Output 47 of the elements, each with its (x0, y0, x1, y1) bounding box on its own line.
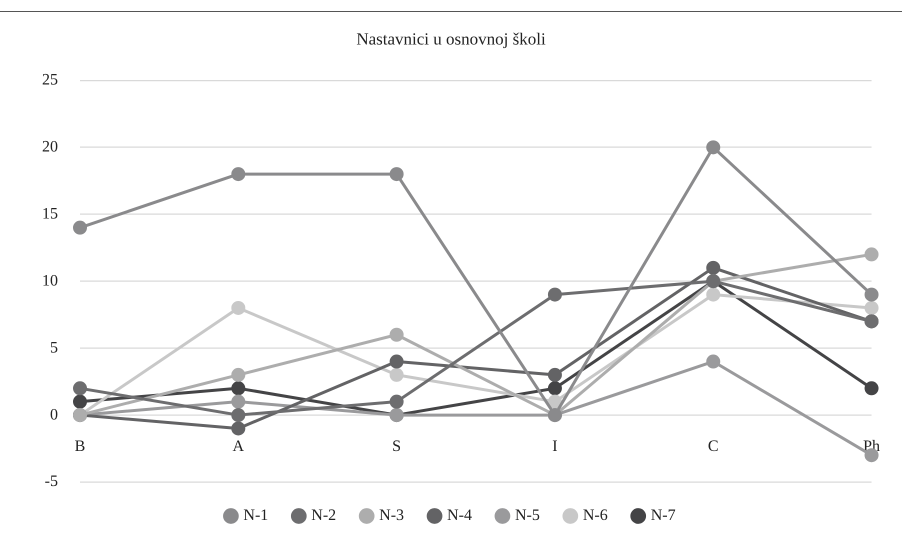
y-tick-label: -5 (44, 473, 58, 490)
x-tick-label: C (708, 438, 719, 455)
legend-label: N-2 (311, 507, 336, 524)
point (706, 260, 720, 275)
x-tick-label: S (392, 438, 402, 455)
chart-title: Nastavnici u osnovnoj školi (356, 30, 546, 49)
legend-label: N-4 (447, 507, 472, 524)
point (864, 288, 879, 302)
point (231, 408, 246, 422)
legend-label: N-1 (243, 507, 268, 524)
y-tick-label: 20 (42, 138, 58, 156)
y-tick-label: 15 (42, 205, 58, 222)
x-tick-label: I (552, 438, 558, 455)
point (706, 140, 720, 154)
point (864, 381, 879, 396)
point (864, 300, 879, 315)
point (231, 394, 246, 409)
point (706, 288, 720, 302)
point (548, 288, 562, 302)
point (390, 394, 404, 409)
legend-label: N-6 (582, 507, 608, 524)
y-tick-label: 5 (50, 339, 58, 356)
point (706, 354, 720, 369)
point (73, 220, 87, 235)
point (231, 381, 246, 396)
legend-label: N-3 (379, 507, 404, 524)
point (390, 368, 404, 382)
point (548, 368, 562, 382)
y-tick-label: 0 (50, 406, 58, 424)
point (548, 394, 562, 409)
x-tick-label: B (74, 438, 86, 455)
x-tick-label: A (232, 438, 245, 455)
point (390, 328, 404, 342)
point (231, 421, 246, 436)
legend-label: N-7 (650, 507, 676, 524)
point (231, 300, 246, 315)
point (864, 247, 879, 262)
point (548, 381, 562, 396)
point (390, 167, 404, 182)
y-tick-label: 25 (42, 72, 58, 89)
point (231, 167, 246, 182)
point (73, 381, 87, 396)
point (73, 394, 87, 409)
point (390, 354, 404, 369)
y-tick-label: 10 (42, 272, 58, 290)
point (231, 368, 246, 382)
legend-label: N-5 (514, 507, 540, 524)
